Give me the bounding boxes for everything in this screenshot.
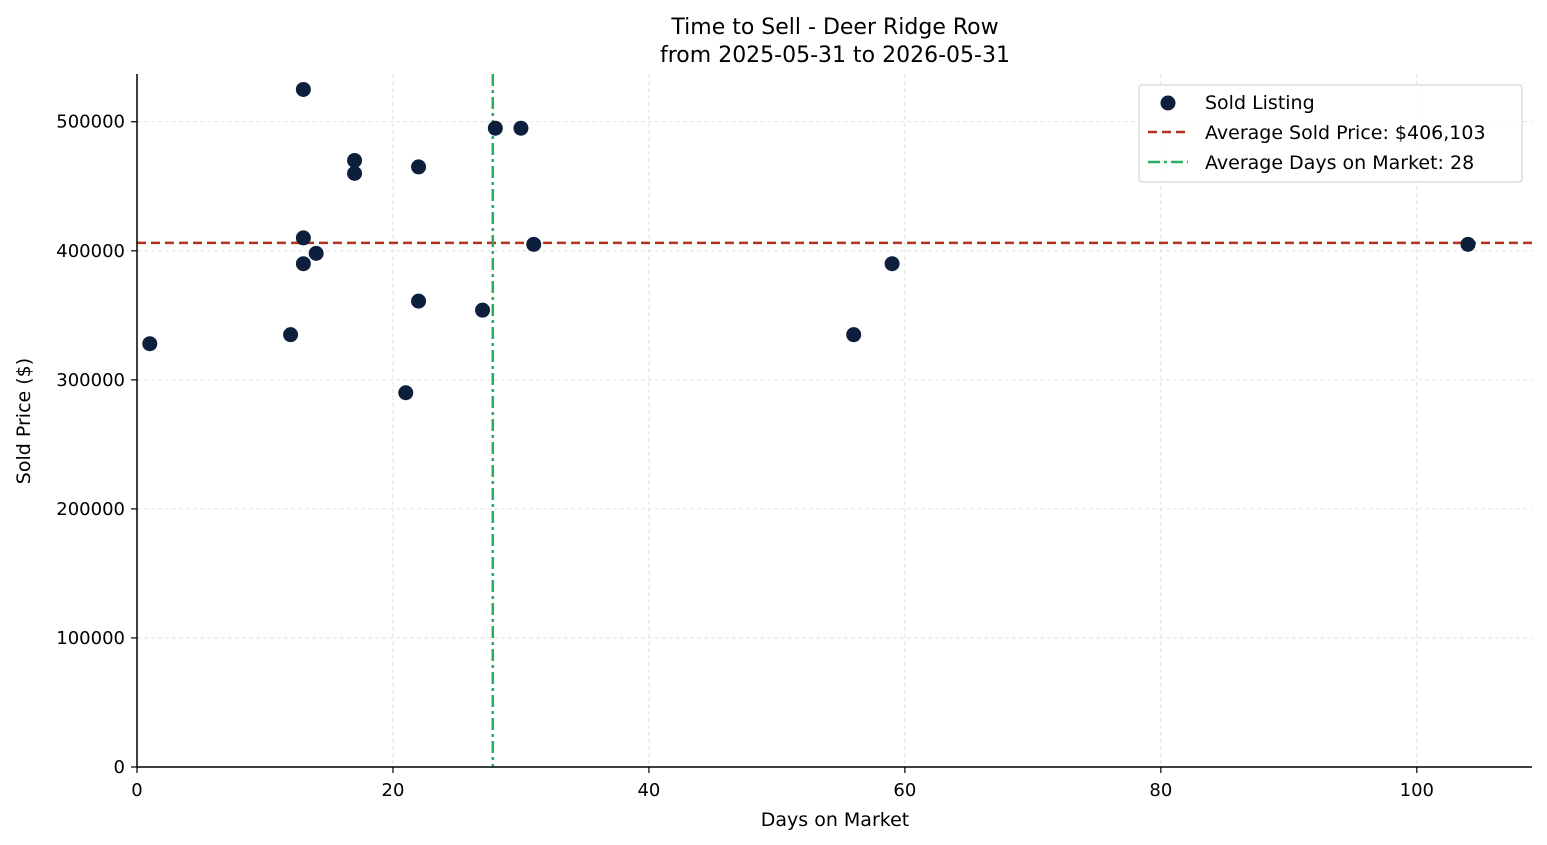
data-point-3 xyxy=(295,230,311,246)
reference-lines xyxy=(137,74,1532,767)
y-tick-label-500000: 500000 xyxy=(56,112,125,133)
legend-label-sold-listing: Sold Listing xyxy=(1205,92,1315,114)
y-tick-label-100000: 100000 xyxy=(56,628,125,649)
data-point-13 xyxy=(513,120,529,136)
x-tick-label-40: 40 xyxy=(637,780,660,801)
x-tick-label-80: 80 xyxy=(1149,780,1172,801)
data-point-14 xyxy=(526,236,542,252)
y-tick-label-0: 0 xyxy=(114,757,125,778)
x-axis-label: Days on Market xyxy=(761,809,909,831)
legend-marker-sold-listing xyxy=(1160,95,1176,111)
legend: Sold Listing Average Sold Price: $406,10… xyxy=(1138,84,1523,183)
data-point-10 xyxy=(411,293,427,309)
data-points xyxy=(142,81,1476,401)
x-axis-ticks: 0 20 40 60 80 100 xyxy=(131,767,1434,801)
data-point-6 xyxy=(347,152,363,168)
x-tick-label-20: 20 xyxy=(382,780,405,801)
legend-label-average-price: Average Sold Price: $406,103 xyxy=(1205,122,1486,144)
data-point-15 xyxy=(846,327,862,343)
data-point-2 xyxy=(295,81,311,97)
x-tick-label-0: 0 xyxy=(131,780,142,801)
y-axis-ticks: 0 100000 200000 300000 400000 500000 xyxy=(56,112,137,778)
y-tick-label-200000: 200000 xyxy=(56,499,125,520)
legend-box xyxy=(1138,84,1523,183)
legend-label-average-days: Average Days on Market: 28 xyxy=(1205,152,1474,174)
data-point-8 xyxy=(398,385,414,401)
data-point-4 xyxy=(295,256,311,272)
data-point-7 xyxy=(347,165,363,181)
data-point-1 xyxy=(283,327,299,343)
chart-title-line2: from 2025-05-31 to 2026-05-31 xyxy=(660,43,1010,68)
data-point-11 xyxy=(475,302,491,318)
data-point-16 xyxy=(884,256,900,272)
data-point-0 xyxy=(142,336,158,352)
y-tick-label-300000: 300000 xyxy=(56,370,125,391)
y-tick-label-400000: 400000 xyxy=(56,241,125,262)
x-tick-label-60: 60 xyxy=(893,780,916,801)
x-tick-label-100: 100 xyxy=(1400,780,1434,801)
data-point-5 xyxy=(308,245,324,261)
data-point-17 xyxy=(1460,236,1476,252)
chart-title-line1: Time to Sell - Deer Ridge Row xyxy=(670,15,998,40)
grid-lines xyxy=(137,74,1532,767)
data-point-12 xyxy=(487,120,503,136)
y-axis-label: Sold Price ($) xyxy=(13,358,35,484)
data-point-9 xyxy=(411,159,427,175)
